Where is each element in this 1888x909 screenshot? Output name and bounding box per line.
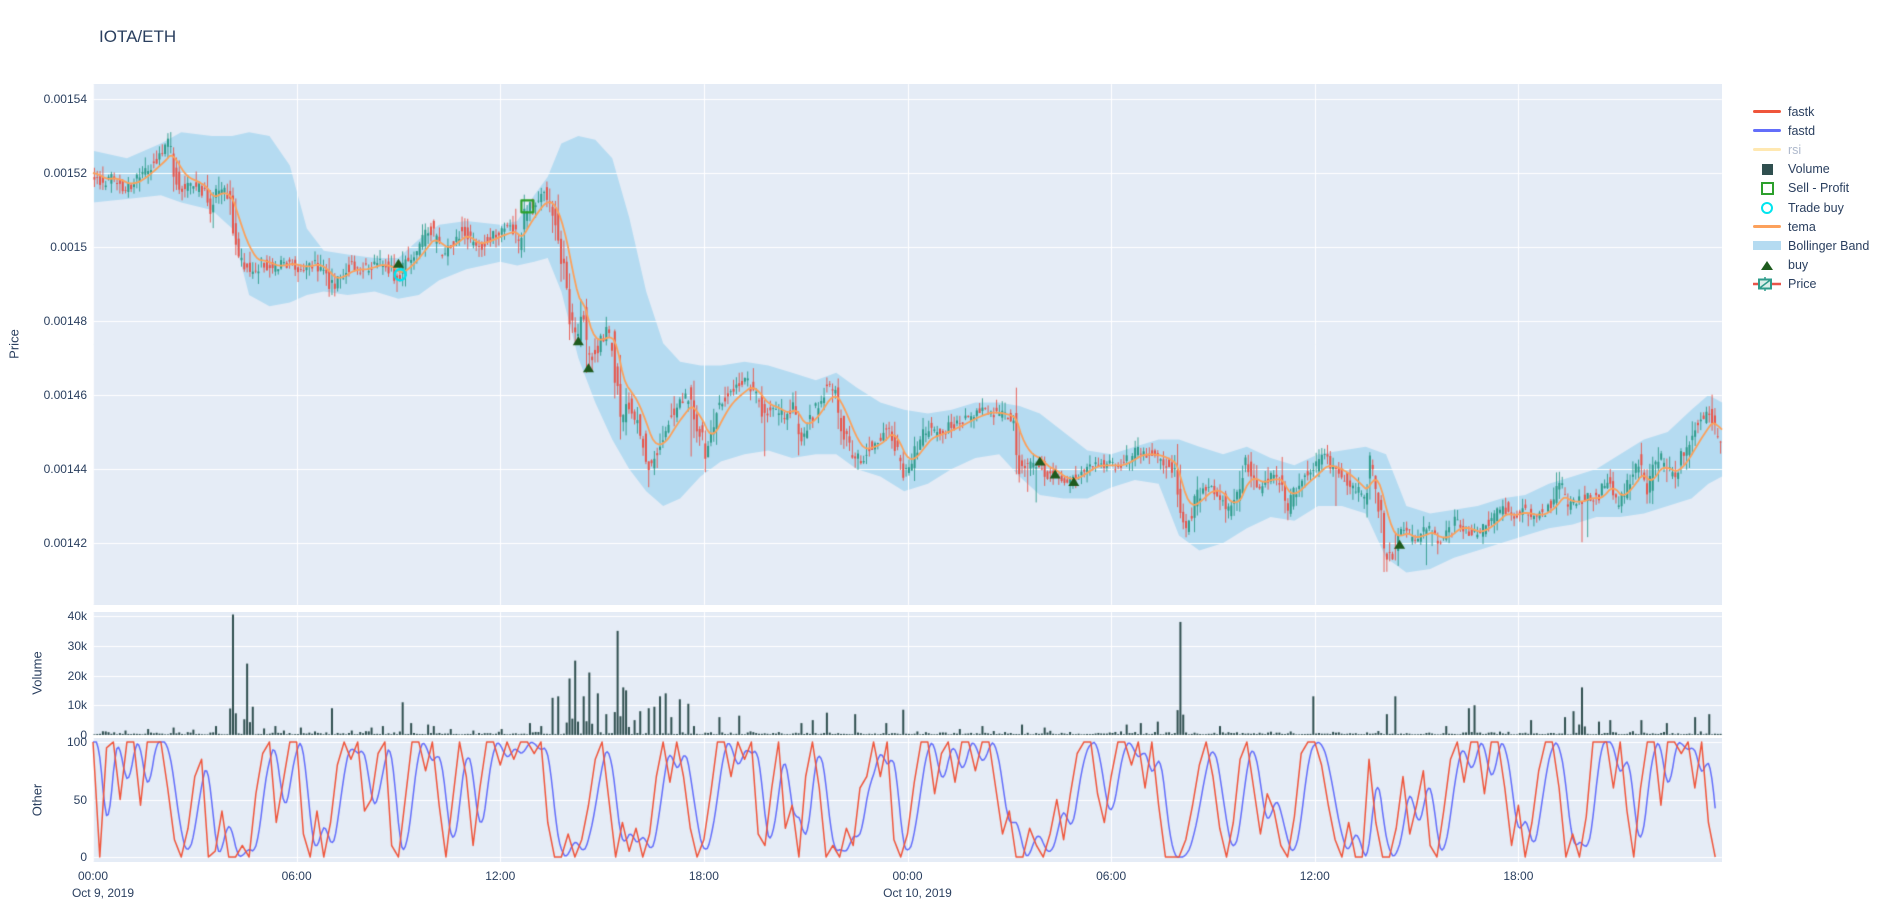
x-tick-label: 00:00 bbox=[77, 869, 109, 883]
legend-item-fastd[interactable]: fastd bbox=[1750, 121, 1869, 140]
volume-tick-label: 0 bbox=[80, 728, 87, 742]
x-tick-label: 06:00 bbox=[281, 869, 312, 883]
volume-tick-label: 30k bbox=[67, 638, 87, 653]
volume-tick-label: 20k bbox=[67, 668, 87, 683]
legend-item-label: fastk bbox=[1788, 104, 1815, 119]
chart-title: IOTA/ETH bbox=[99, 27, 177, 46]
x-tick-label: 12:00 bbox=[1299, 869, 1330, 883]
other-plot-area[interactable] bbox=[93, 738, 1722, 862]
price-tick-label: 0.00148 bbox=[43, 314, 87, 328]
legend-item-label: Price bbox=[1788, 277, 1817, 292]
x-tick-label: 18:00 bbox=[1503, 869, 1534, 883]
square-swatch-icon bbox=[1750, 163, 1784, 175]
legend-item-bollinger-band[interactable]: Bollinger Band bbox=[1750, 236, 1869, 255]
candle-swatch-icon bbox=[1750, 276, 1784, 292]
volume-tick-label: 40k bbox=[67, 609, 87, 623]
legend-item-label: Sell - Profit bbox=[1788, 181, 1850, 196]
legend-item-price[interactable]: Price bbox=[1750, 275, 1869, 294]
legend-item-label: fastd bbox=[1788, 123, 1816, 138]
legend-item-trade-buy[interactable]: Trade buy bbox=[1750, 198, 1869, 217]
x-date-label: Oct 9, 2019 bbox=[71, 886, 135, 900]
legend-item-fastk[interactable]: fastk bbox=[1750, 102, 1869, 121]
x-tick-label: 06:00 bbox=[1096, 869, 1127, 883]
legend-item-label: Bollinger Band bbox=[1788, 238, 1870, 253]
other-tick-label: 100 bbox=[66, 735, 87, 749]
price-tick-label: 0.00142 bbox=[43, 536, 87, 550]
legend-item-tema[interactable]: tema bbox=[1750, 217, 1869, 236]
other-tick-label: 0 bbox=[80, 850, 87, 864]
line-swatch-icon bbox=[1750, 110, 1784, 114]
x-date-label: Oct 10, 2019 bbox=[883, 886, 952, 900]
band-swatch-icon bbox=[1750, 241, 1784, 251]
price-tick-label: 0.00154 bbox=[43, 92, 87, 106]
legend-item-buy[interactable]: buy bbox=[1750, 256, 1869, 275]
price-plot-area[interactable] bbox=[93, 84, 1722, 605]
volume-plot-area[interactable] bbox=[93, 612, 1722, 735]
legend-item-volume[interactable]: Volume bbox=[1750, 160, 1869, 179]
legend: fastk fastd rsi Volume Sell - Profit Trade bu… bbox=[1750, 102, 1869, 294]
price-tick-label: 0.00146 bbox=[43, 388, 87, 402]
square-open-swatch-icon bbox=[1750, 181, 1784, 195]
legend-item-sell-profit[interactable]: Sell - Profit bbox=[1750, 179, 1869, 198]
x-tick-label: 00:00 bbox=[892, 869, 923, 883]
triangle-swatch-icon bbox=[1750, 260, 1784, 270]
x-tick-label: 12:00 bbox=[485, 869, 516, 883]
circle-open-swatch-icon bbox=[1750, 201, 1784, 214]
other-tick-label: 50 bbox=[73, 792, 87, 807]
price-tick-label: 0.00144 bbox=[43, 462, 87, 476]
volume-axis-title: Volume bbox=[29, 651, 45, 695]
volume-tick-label: 10k bbox=[67, 698, 87, 713]
price-tick-label: 0.00152 bbox=[43, 166, 87, 180]
line-swatch-icon bbox=[1750, 129, 1784, 133]
legend-item-label: Trade buy bbox=[1788, 200, 1844, 215]
legend-item-label: buy bbox=[1788, 258, 1809, 273]
legend-item-rsi[interactable]: rsi bbox=[1750, 140, 1869, 159]
legend-item-label: tema bbox=[1788, 219, 1816, 234]
price-axis-title: Price bbox=[6, 329, 22, 359]
x-tick-label: 18:00 bbox=[688, 869, 719, 883]
line-swatch-icon bbox=[1750, 148, 1784, 152]
line-swatch-icon bbox=[1750, 225, 1784, 229]
price-tick-label: 0.0015 bbox=[50, 240, 87, 254]
legend-item-label: Volume bbox=[1788, 162, 1830, 177]
legend-item-label: rsi bbox=[1788, 142, 1802, 157]
other-axis-title: Other bbox=[29, 783, 45, 817]
